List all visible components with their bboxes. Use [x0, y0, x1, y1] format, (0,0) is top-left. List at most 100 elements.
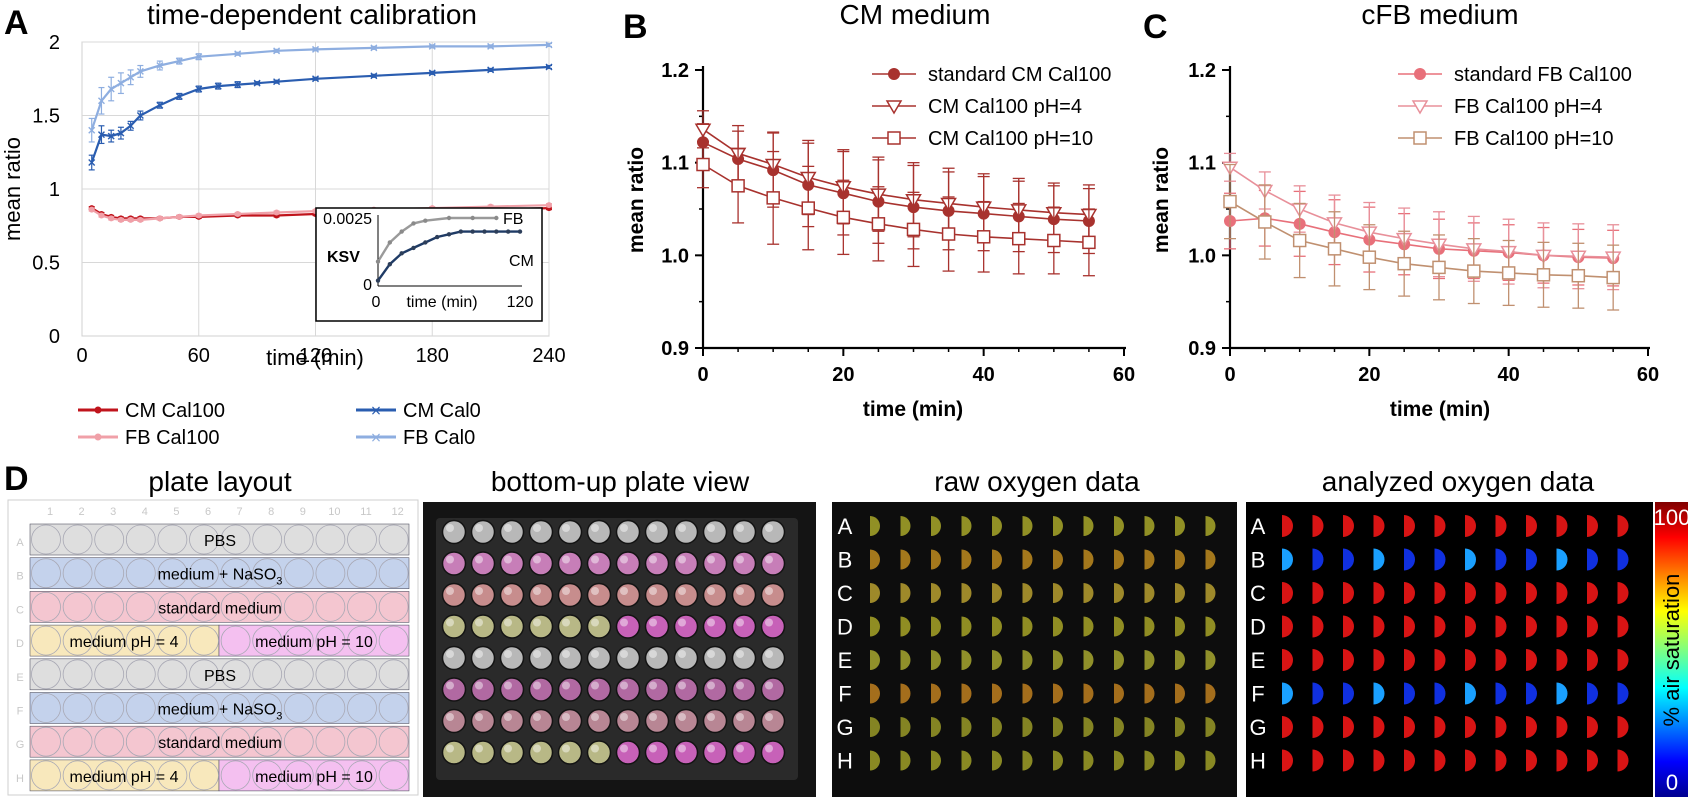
- photo-well-highlight: [504, 555, 512, 564]
- inset-series: [375, 215, 523, 283]
- inset-cm-point: [470, 229, 475, 234]
- inset-cm-point: [423, 240, 428, 245]
- raw-well: [900, 717, 911, 737]
- raw-well: [1053, 750, 1063, 771]
- photo-well: [615, 551, 641, 576]
- layout-well: [62, 659, 93, 690]
- photo-well-highlight: [446, 524, 454, 532]
- photo-well: [586, 614, 612, 639]
- data-point: [1047, 233, 1061, 248]
- photo-well: [702, 740, 728, 765]
- photo-well-highlight: [649, 618, 657, 627]
- photo-well-highlight: [678, 713, 686, 721]
- panel-a-y-tick: 0.5: [32, 253, 60, 275]
- raw-well: [900, 650, 911, 670]
- layout-well: [62, 625, 93, 656]
- data-point: [136, 112, 144, 119]
- data-point: [98, 212, 105, 219]
- analyzed-well: [1495, 682, 1507, 705]
- photo-well: [441, 677, 467, 702]
- photo-well: [615, 519, 641, 545]
- analyzed-well: [1587, 548, 1599, 571]
- raw-well: [931, 583, 941, 603]
- raw-well: [1022, 683, 1033, 704]
- photo-well-highlight: [707, 587, 715, 595]
- layout-well: [283, 659, 314, 690]
- raw-well: [931, 616, 941, 637]
- photo-well: [644, 614, 670, 639]
- data-point: [117, 79, 125, 87]
- photo-well: [673, 645, 699, 671]
- panel-letter-d: D: [4, 460, 29, 498]
- panel-a-y-tick: 1.5: [32, 106, 60, 128]
- inset-fb-point: [375, 259, 381, 264]
- series-line: [90, 43, 550, 131]
- raw-well: [1205, 650, 1216, 670]
- inset-fb-line: [376, 216, 497, 263]
- analyzed-well: [1556, 615, 1568, 638]
- analyzed-well: [1617, 515, 1629, 537]
- panel-letter-a: A: [4, 4, 29, 42]
- layout-block: [29, 692, 410, 724]
- photo-well: [470, 645, 496, 671]
- raw-well: [1205, 516, 1216, 536]
- photo-well-highlight: [562, 681, 570, 690]
- photo-well-highlight: [649, 650, 657, 658]
- layout-row-a: A PBS: [16, 523, 410, 556]
- data-point: [312, 75, 319, 83]
- layout-well: [31, 625, 61, 656]
- x-tick-label: 60: [1113, 364, 1135, 386]
- x-tick-label: 0: [1224, 364, 1235, 386]
- series-line: [702, 163, 1089, 244]
- photo-well-highlight: [678, 650, 686, 658]
- series-fb-cal0: [88, 41, 553, 143]
- data-point: [127, 73, 135, 81]
- photo-well-highlight: [562, 618, 570, 627]
- photo-well-highlight: [765, 555, 773, 564]
- raw-well: [992, 616, 1003, 637]
- layout-block-ph4: [29, 759, 220, 792]
- raw-well: [1144, 583, 1155, 603]
- inset-cm-point: [399, 251, 404, 256]
- photo-well: [528, 614, 554, 639]
- raw-well: [1144, 516, 1155, 536]
- analyzed-well: [1373, 749, 1385, 772]
- photo-well: [557, 519, 583, 545]
- photo-well: [586, 645, 612, 671]
- raw-well: [1083, 750, 1094, 771]
- photo-well-highlight: [533, 744, 541, 753]
- layout-well: [347, 558, 377, 589]
- layout-well: [315, 726, 346, 757]
- analyzed-well: [1495, 582, 1507, 604]
- layout-block: [29, 523, 410, 556]
- analyzed-well: [1465, 615, 1476, 638]
- raw-well: [1205, 549, 1216, 570]
- panel-c-x-label: time (min): [1390, 398, 1490, 421]
- panel-a-x-label: time (min): [266, 345, 364, 370]
- panel-d: D plate layout bottom-up plate view raw …: [4, 460, 1690, 797]
- photo-well-highlight: [504, 618, 512, 627]
- analyzed-well: [1282, 649, 1293, 671]
- photo-well-highlight: [562, 744, 570, 753]
- layout-well: [125, 760, 156, 791]
- raw-well: [961, 516, 972, 536]
- layout-well: [220, 760, 251, 791]
- y-tick-label: 1.2: [661, 60, 689, 82]
- layout-block-ph10: [218, 759, 410, 792]
- photo-well: [470, 551, 496, 576]
- layout-well: [220, 693, 251, 723]
- photo-well: [441, 740, 467, 765]
- photo-well-highlight: [562, 587, 570, 595]
- layout-block: [29, 725, 410, 758]
- layout-block-label: PBS: [204, 668, 236, 685]
- raw-well: [961, 549, 972, 570]
- photo-well: [760, 582, 786, 608]
- photo-well: [528, 677, 554, 702]
- raw-well: [992, 717, 1002, 737]
- data-point: [1082, 235, 1096, 250]
- data-point: [108, 215, 115, 222]
- analyzed-well: [1587, 682, 1599, 705]
- inset-cm-label: CM: [509, 253, 534, 270]
- inset-frame: [315, 207, 543, 322]
